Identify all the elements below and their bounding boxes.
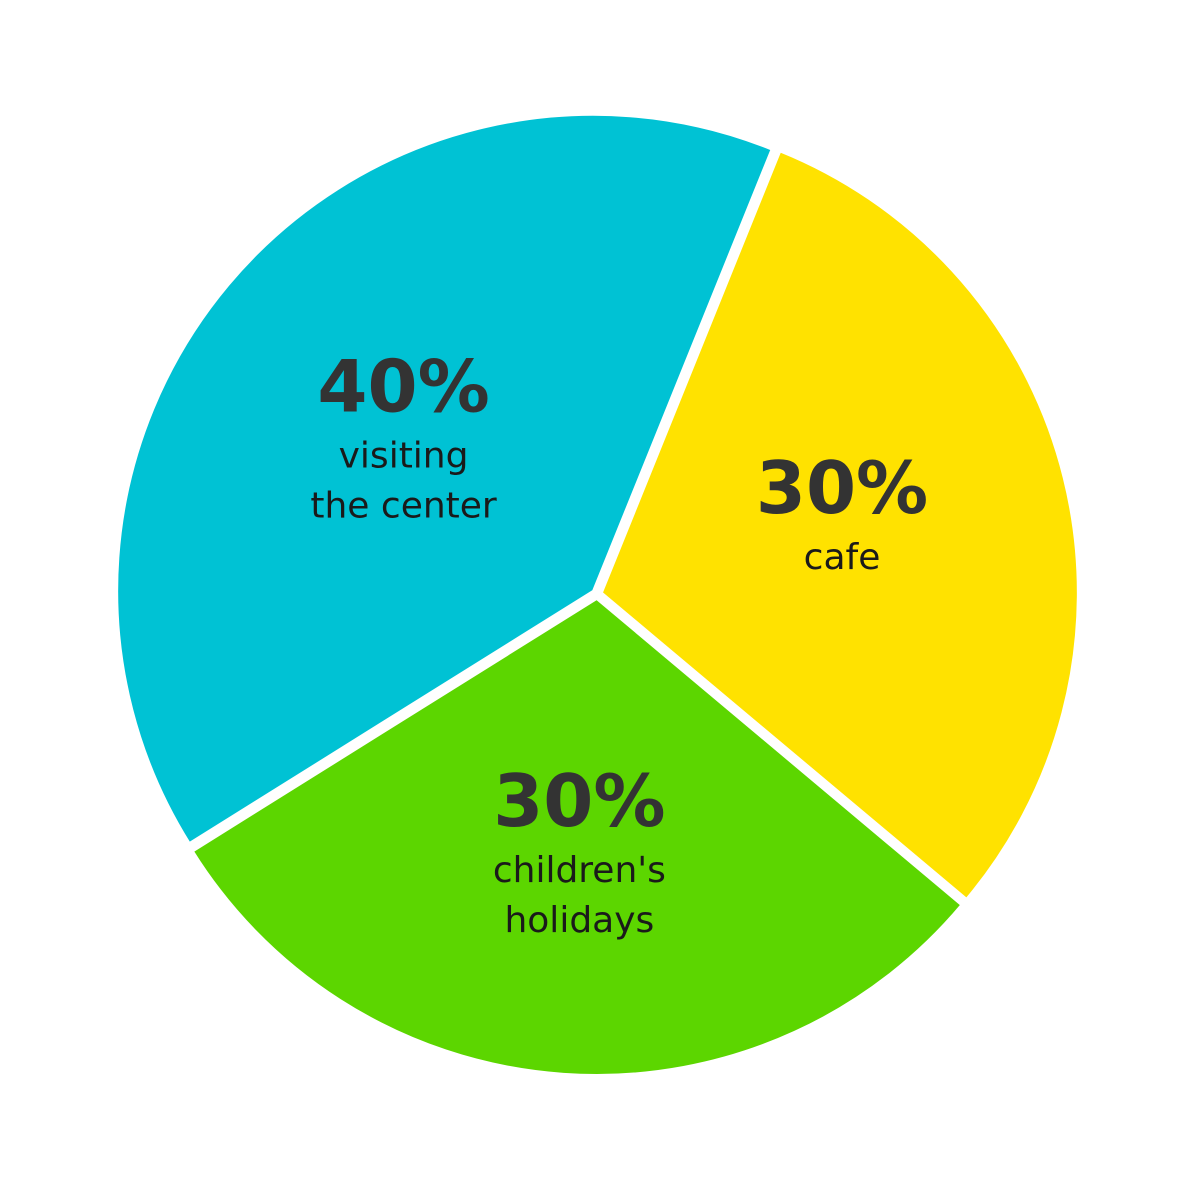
slice-value-label: 30% [493,759,665,843]
slice-value-label: 30% [756,446,928,530]
pie-slice-2 [116,113,773,845]
slice-category-label: visiting [339,436,469,477]
pie-slice-1 [191,597,963,1076]
slice-category-label: cafe [804,537,881,578]
slice-category-label: holidays [504,900,654,941]
slice-category-label: the center [310,486,497,527]
pie-slices [116,113,1079,1076]
slice-category-label: children's [493,850,666,891]
slice-value-label: 40% [317,345,489,429]
pie-slice-0 [600,150,1079,901]
pie-labels: 30% cafe 30% children's holidays 40% visiting t… [310,345,928,941]
